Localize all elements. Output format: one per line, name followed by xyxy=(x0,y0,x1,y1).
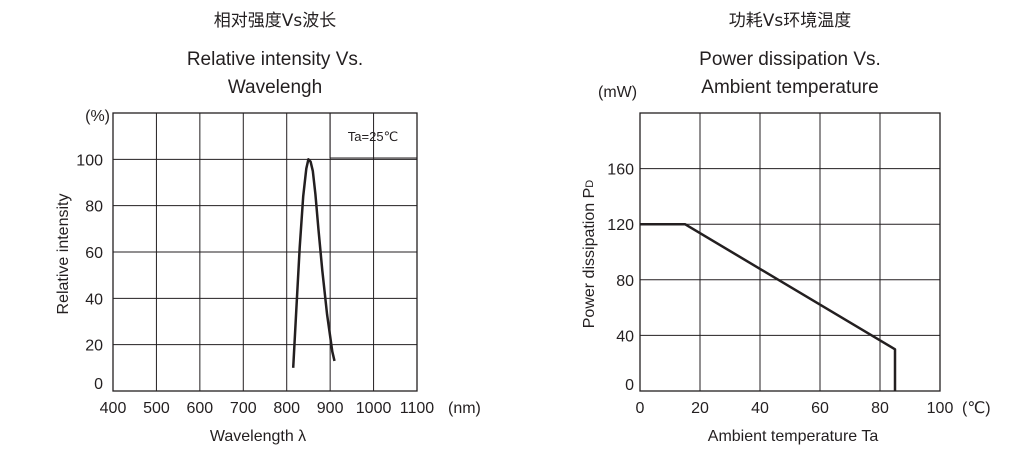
c2-x-tick-label: 20 xyxy=(691,400,709,417)
spectrum-gridlines xyxy=(113,113,417,391)
power-y-axis-label-main: Power dissipation P xyxy=(581,188,598,329)
c2-y-tick-label: 80 xyxy=(616,273,634,290)
power-y-axis-label-sub: D xyxy=(584,180,596,188)
spectrum-title-cn: 相对强度Vs波长 xyxy=(214,11,337,31)
spectrum-y-ticks: 0 20 40 60 80 100 xyxy=(76,152,103,393)
spectrum-annotation-box: Ta=25℃ xyxy=(329,113,417,159)
c2-x-tick-label: 80 xyxy=(871,400,889,417)
power-plot-frame xyxy=(639,112,941,392)
c1-x-tick-label: 600 xyxy=(187,400,214,417)
c1-x-tick-label: 1100 xyxy=(400,400,435,417)
c1-x-tick-label: 1000 xyxy=(356,400,392,417)
c1-y-tick-label: 20 xyxy=(85,338,103,355)
c1-y-tick-label: 40 xyxy=(85,291,103,308)
c2-y-tick-label: 120 xyxy=(607,217,634,234)
c1-x-tick-label: 900 xyxy=(317,400,344,417)
power-y-unit: (mW) xyxy=(598,84,637,101)
spectrum-title-line1: Relative intensity Vs. xyxy=(187,49,363,70)
c1-y-tick-label: 0 xyxy=(94,376,103,393)
c2-x-tick-label: 100 xyxy=(927,400,954,417)
c1-x-tick-label: 800 xyxy=(273,400,300,417)
power-title-line2: Ambient temperature xyxy=(701,77,878,98)
power-x-axis-label: Ambient temperature Ta xyxy=(708,428,879,445)
spectrum-x-axis-label: Wavelength λ xyxy=(210,428,306,445)
spectrum-x-ticks: 400 500 600 700 800 900 1000 1100 xyxy=(100,400,435,417)
spectrum-annotation: Ta=25℃ xyxy=(348,129,398,144)
c2-y-tick-label: 160 xyxy=(607,162,634,179)
c1-y-tick-label: 60 xyxy=(85,245,103,262)
c1-x-tick-label: 500 xyxy=(143,400,170,417)
power-x-ticks: 0 20 40 60 80 100 xyxy=(636,400,954,417)
spectrum-plot-frame xyxy=(112,112,418,392)
power-chart: 功耗Vs环境温度 Power dissipation Vs. Ambient t… xyxy=(581,11,991,445)
c2-x-tick-label: 0 xyxy=(636,400,645,417)
c1-y-tick-label: 100 xyxy=(76,152,103,169)
power-y-ticks: 0 40 80 120 160 xyxy=(607,162,634,394)
c1-x-tick-label: 400 xyxy=(100,400,127,417)
spectrum-x-unit: (nm) xyxy=(448,400,481,417)
power-gridlines xyxy=(640,113,940,391)
spectrum-y-unit: (%) xyxy=(85,108,110,125)
spectrum-title-line2: Wavelengh xyxy=(228,77,322,98)
c1-y-tick-label: 80 xyxy=(85,199,103,216)
c1-x-tick-label: 700 xyxy=(230,400,257,417)
spectrum-series-line xyxy=(291,158,336,368)
power-title-cn: 功耗Vs环境温度 xyxy=(729,11,852,31)
c2-y-tick-label: 0 xyxy=(625,377,634,394)
spectrum-y-axis-label: Relative intensity xyxy=(55,194,72,315)
power-title-line1: Power dissipation Vs. xyxy=(699,49,881,70)
c2-x-tick-label: 40 xyxy=(751,400,769,417)
c2-y-tick-label: 40 xyxy=(616,328,634,345)
power-y-axis-label: Power dissipation PD xyxy=(581,180,598,329)
c2-x-tick-label: 60 xyxy=(811,400,829,417)
spectrum-chart: 相对强度Vs波长 Relative intensity Vs. Waveleng… xyxy=(55,11,481,445)
power-x-unit: (℃) xyxy=(962,400,991,417)
power-series-line xyxy=(640,222,897,391)
